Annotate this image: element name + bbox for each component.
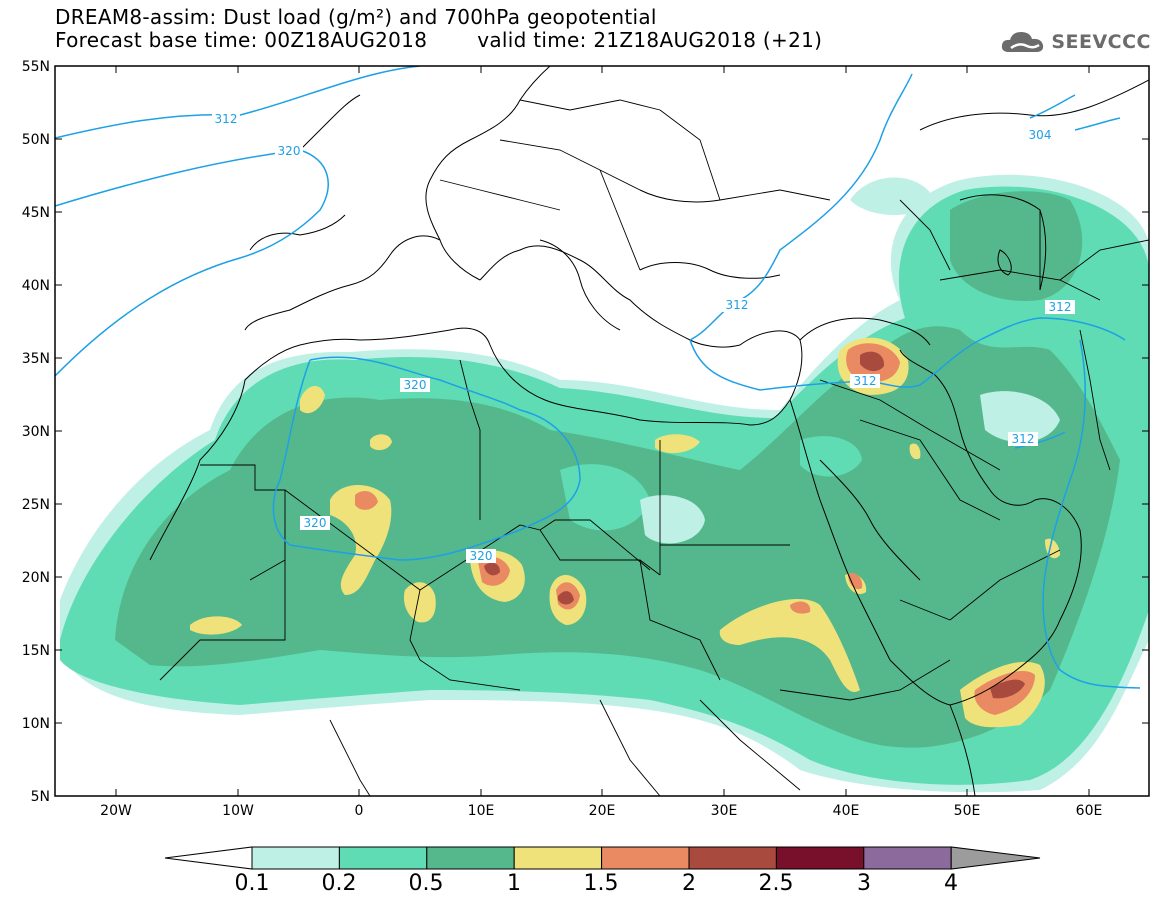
lon-label: 20W — [100, 803, 132, 819]
latitude-axis — [55, 65, 1149, 724]
contour-label-text: 320 — [470, 549, 493, 563]
colorbar — [164, 846, 1041, 870]
lat-label: 30N — [22, 424, 50, 440]
colorbar-swatch — [426, 846, 515, 870]
lat-label: 55N — [22, 59, 50, 75]
valid-time-text: valid time: 21Z18AUG2018 (+21) — [477, 28, 823, 52]
country-borders — [159, 99, 1149, 796]
contour-label-312-a: 312 — [212, 112, 240, 126]
colorbar-label: 0.2 — [322, 871, 357, 896]
longitude-axis — [115, 66, 1090, 796]
contour-label-text: 312 — [1012, 432, 1035, 446]
cloud-icon — [1002, 32, 1044, 52]
colorbar-label: 3 — [857, 871, 871, 896]
contour-label-320-c: 320 — [300, 516, 330, 530]
seevccc-logo: SEEVCCC — [999, 28, 1151, 56]
logo-text: SEEVCCC — [1051, 31, 1151, 53]
contour-label-304: 304 — [1026, 128, 1054, 142]
colorbar-swatch — [338, 846, 428, 870]
lon-label: 30E — [711, 803, 738, 819]
contour-label-312-d: 312 — [1045, 300, 1075, 314]
colorbar-swatch — [775, 846, 865, 870]
contour-label-text: 312 — [726, 298, 749, 312]
map-title: DREAM8-assim: Dust load (g/m²) and 700hP… — [55, 5, 657, 29]
contour-label-320-a: 320 — [275, 144, 303, 158]
lon-label: 40E — [833, 803, 860, 819]
contour-label-text: 312 — [854, 374, 877, 388]
contour-label-312-c: 312 — [850, 374, 880, 388]
colorbar-swatch — [863, 846, 952, 870]
longitude-labels: 20W 10W 0 10E 20E 30E 40E 50E 60E — [100, 803, 1102, 819]
contour-label-text: 304 — [1029, 128, 1052, 142]
colorbar-swatch — [251, 846, 340, 870]
lat-label: 15N — [22, 643, 50, 659]
colorbar-swatch — [688, 846, 777, 870]
dust-level-2 — [484, 351, 1025, 699]
contour-label-320-b: 320 — [400, 378, 430, 392]
contour-label-text: 320 — [304, 516, 327, 530]
colorbar-label: 4 — [944, 871, 958, 896]
lon-label: 10W — [222, 803, 254, 819]
lat-label: 20N — [22, 570, 50, 586]
contour-label-312-e: 312 — [1008, 432, 1038, 446]
colorbar-under-triangle — [164, 846, 253, 870]
lon-label: 60E — [1076, 803, 1103, 819]
contour-label-312-b: 312 — [722, 298, 752, 312]
lon-label: 10E — [468, 803, 495, 819]
contour-label-text: 312 — [215, 112, 238, 126]
colorbar-label: 0.5 — [409, 871, 444, 896]
dust-fields — [60, 174, 1149, 793]
colorbar-label: 1.5 — [584, 871, 619, 896]
colorbar-over-triangle — [950, 846, 1041, 870]
dust-level-0-5 — [115, 191, 1120, 748]
colorbar-labels: 0.1 0.2 0.5 1 1.5 2 2.5 3 4 — [235, 871, 959, 896]
colorbar-swatch — [601, 846, 690, 870]
colorbar-label: 2 — [682, 871, 696, 896]
contour-label-text: 312 — [1049, 300, 1072, 314]
lon-label: 50E — [954, 803, 981, 819]
lon-label: 20E — [589, 803, 616, 819]
contour-label-320-d: 320 — [466, 549, 496, 563]
colorbar-swatch — [513, 846, 603, 870]
lat-label: 40N — [22, 278, 50, 294]
lat-label: 10N — [22, 716, 50, 732]
lat-label: 50N — [22, 132, 50, 148]
lon-label: 0 — [355, 803, 364, 819]
coastlines — [149, 66, 1149, 796]
base-time-text: Forecast base time: 00Z18AUG2018 — [55, 28, 428, 52]
contour-label-text: 320 — [278, 144, 301, 158]
latitude-labels: 55N 50N 45N 40N 35N 30N 25N 20N 15N 10N … — [22, 59, 50, 805]
lat-label: 35N — [22, 351, 50, 367]
contour-labels: 312 320 320 320 320 312 312 312 312 304 — [212, 112, 1075, 563]
forecast-base-time: Forecast base time: 00Z18AUG2018 valid ti… — [55, 29, 822, 51]
lat-label: 25N — [22, 497, 50, 513]
colorbar-label: 2.5 — [759, 871, 794, 896]
lat-label: 45N — [22, 205, 50, 221]
contour-label-text: 320 — [404, 378, 427, 392]
colorbar-label: 0.1 — [235, 871, 270, 896]
colorbar-label: 1 — [507, 871, 521, 896]
lat-label: 5N — [31, 789, 50, 805]
